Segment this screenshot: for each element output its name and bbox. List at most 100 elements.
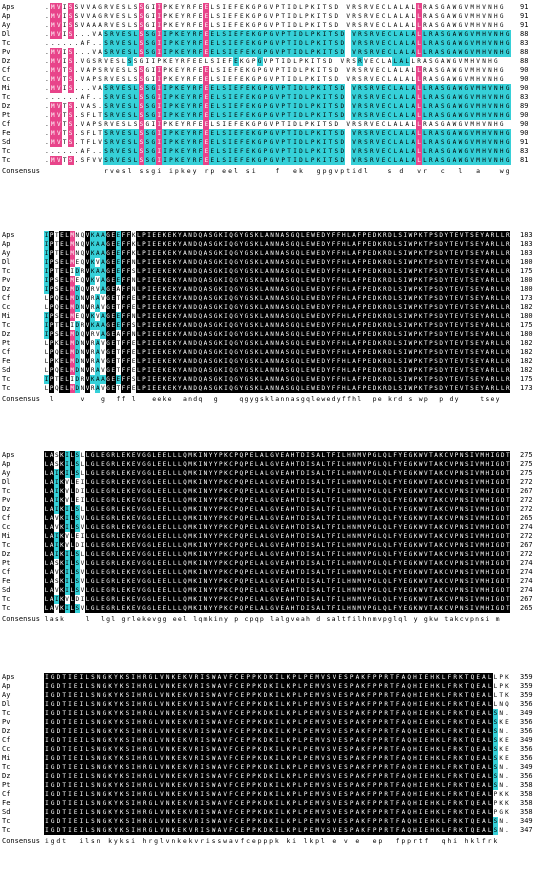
- residue-end-number: 272: [520, 532, 533, 540]
- residue: G: [445, 111, 452, 120]
- residue: M: [479, 451, 485, 460]
- residue: F: [238, 138, 245, 147]
- residue: E: [315, 312, 321, 321]
- residue: S: [97, 120, 104, 129]
- residue: P: [361, 321, 367, 330]
- residue: K: [126, 595, 132, 604]
- residue: L: [215, 147, 222, 156]
- residue: R: [505, 258, 511, 267]
- residue: I: [64, 460, 70, 469]
- residue: [504, 12, 511, 21]
- residue: V: [486, 111, 493, 120]
- consensus-residue: d: [399, 167, 404, 175]
- residue: S: [144, 30, 151, 39]
- residue: I: [150, 66, 157, 75]
- residue: I: [146, 321, 152, 330]
- residue: V: [423, 469, 429, 478]
- residue: K: [126, 550, 132, 559]
- residue: L: [177, 532, 183, 541]
- residue: E: [305, 285, 311, 294]
- residue: I: [146, 240, 152, 249]
- residue: S: [126, 57, 133, 66]
- residue: T: [448, 285, 454, 294]
- residue: V: [423, 523, 429, 532]
- residue: L: [85, 595, 91, 604]
- residue: L: [341, 559, 347, 568]
- residue: L: [264, 505, 270, 514]
- residue: K: [54, 357, 60, 366]
- residue: E: [156, 586, 162, 595]
- residue: C: [228, 496, 234, 505]
- residue: G: [262, 3, 269, 12]
- residue: N: [131, 285, 137, 294]
- residue: S: [397, 384, 403, 393]
- residue: S: [464, 451, 470, 460]
- residue: N: [187, 249, 193, 258]
- residue: S: [208, 267, 214, 276]
- residue: M: [475, 48, 482, 57]
- consensus-residue: s: [295, 395, 300, 403]
- residue: L: [387, 532, 393, 541]
- consensus-residue: s: [245, 167, 250, 175]
- residue: S: [397, 285, 403, 294]
- residue: S: [97, 66, 104, 75]
- residue: H: [484, 469, 490, 478]
- residue: C: [443, 523, 449, 532]
- residue: L: [136, 357, 142, 366]
- residue: D: [292, 12, 298, 21]
- residue: E: [203, 66, 210, 75]
- residue: K: [377, 348, 383, 357]
- residue: Y: [325, 276, 331, 285]
- residue: E: [120, 469, 126, 478]
- residue: I: [489, 478, 495, 487]
- residue: G: [150, 84, 157, 93]
- residue: A: [91, 12, 98, 21]
- residue: E: [167, 240, 173, 249]
- residue: G: [290, 348, 296, 357]
- residue: R: [79, 321, 85, 330]
- residue: E: [203, 84, 210, 93]
- residue-end-number: 88: [520, 57, 529, 65]
- residue: S: [126, 30, 133, 39]
- residue: F: [331, 294, 337, 303]
- residue: R: [191, 48, 198, 57]
- residue: L: [69, 559, 75, 568]
- residue: V: [423, 514, 429, 523]
- residue: L: [167, 496, 173, 505]
- residue: L: [387, 523, 393, 532]
- residue: G: [439, 120, 446, 129]
- residue: P: [168, 156, 174, 165]
- residue: D: [333, 3, 340, 12]
- residue: P: [141, 348, 147, 357]
- residue: .: [49, 39, 56, 48]
- residue: G: [495, 559, 501, 568]
- residue: W: [451, 21, 458, 30]
- residue: S: [208, 357, 214, 366]
- residue: L: [44, 339, 50, 348]
- residue: L: [64, 285, 70, 294]
- residue: T: [295, 577, 301, 586]
- residue: K: [90, 276, 96, 285]
- residue: E: [249, 595, 255, 604]
- residue: S: [310, 568, 316, 577]
- residue: Y: [325, 312, 331, 321]
- residue: K: [59, 487, 65, 496]
- residue: Y: [479, 348, 485, 357]
- residue: G: [407, 505, 413, 514]
- residue: E: [197, 66, 204, 75]
- residue: W: [407, 366, 413, 375]
- residue: E: [305, 276, 311, 285]
- residue: F: [331, 541, 337, 550]
- residue: G: [233, 294, 239, 303]
- residue: C: [228, 487, 234, 496]
- residue: E: [249, 505, 255, 514]
- species-label: Mi: [2, 84, 11, 92]
- residue: A: [484, 339, 490, 348]
- residue: V: [374, 138, 381, 147]
- residue: G: [141, 541, 147, 550]
- residue: S: [284, 258, 290, 267]
- residue: H: [484, 514, 490, 523]
- residue: L: [64, 240, 70, 249]
- residue: S: [144, 102, 151, 111]
